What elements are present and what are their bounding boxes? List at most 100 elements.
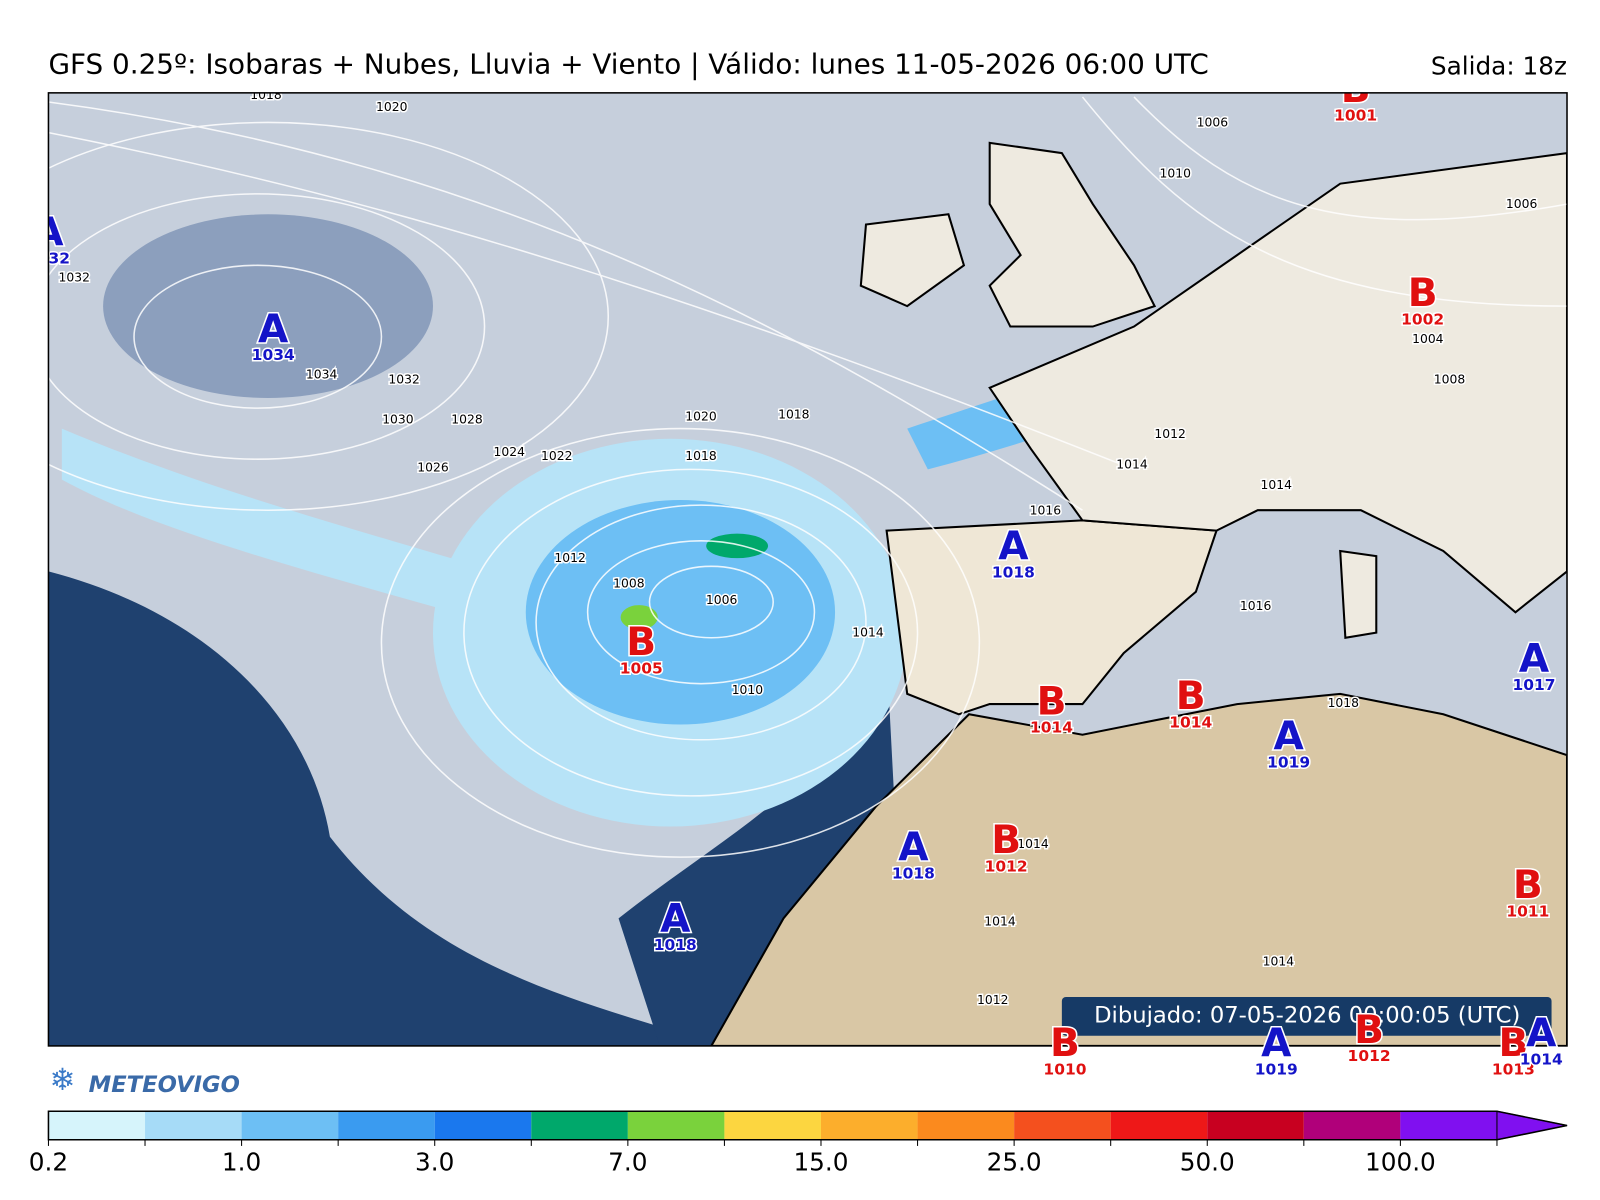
colorbar: 0.2 1.0 3.0 7.0 15.0 25.0 50.0 100.0 (29, 1110, 1568, 1177)
center-letter: A (1261, 1021, 1291, 1066)
center-letter: B (1037, 679, 1067, 724)
center-value: 1017 (1513, 676, 1556, 694)
isobar-label: 1014 (1261, 478, 1293, 492)
isobar-label: 1022 (541, 449, 572, 463)
land-ireland (859, 213, 966, 308)
isobar-label: 1012 (977, 993, 1008, 1007)
center-value: 1018 (654, 936, 697, 954)
isobar-label: 1020 (685, 409, 716, 423)
center-letter: B (991, 818, 1021, 863)
isobar-label: 1012 (554, 551, 585, 565)
colorbar-swatch (1014, 1111, 1111, 1140)
center-letter: B (1408, 271, 1438, 316)
center-letter: B (1341, 67, 1371, 112)
isobar-label: 1024 (494, 445, 526, 459)
cloud (103, 214, 433, 398)
rain-core (706, 533, 769, 559)
center-letter: B (626, 620, 656, 665)
colorbar-label: 25.0 (987, 1148, 1042, 1177)
isobar-label: 1010 (1160, 167, 1191, 181)
isobar-label: 1014 (852, 626, 884, 640)
rain-area (525, 500, 836, 725)
isobars (48, 96, 1568, 858)
center-letter: B (1498, 1021, 1528, 1066)
center-value: 1010 (1043, 1061, 1086, 1079)
land-africa (710, 692, 1568, 1046)
isobar-label: 1032 (388, 373, 419, 387)
run-time: Salida: 18z (1431, 52, 1567, 81)
center-value: 1018 (892, 865, 935, 883)
isobar-label: 1018 (1328, 696, 1359, 710)
isobar-label: 1006 (1506, 197, 1538, 211)
colorbar-label: 15.0 (793, 1148, 848, 1177)
isobar-label: 1016 (1240, 599, 1272, 613)
isobar-label: 1012 (1154, 427, 1185, 441)
colorbar-swatch (1303, 1111, 1401, 1140)
center-value: 1012 (1348, 1047, 1391, 1065)
colorbar-label: 100.0 (1365, 1148, 1436, 1177)
drawn-stamp: Dibujado: 07-05-2026 00:00:05 (UTC) (1094, 1003, 1520, 1029)
isobar-label: 1030 (382, 413, 413, 427)
colorbar-label: 1.0 (222, 1148, 261, 1177)
center-value: 1034 (252, 346, 295, 364)
title: GFS 0.25º: Isobaras + Nubes, Lluvia + Vi… (48, 48, 1208, 81)
isobar-label: 1008 (613, 577, 644, 591)
colorbar-label: 7.0 (608, 1148, 647, 1177)
isobar-label: 1018 (778, 407, 809, 421)
center-letter: A (898, 825, 928, 870)
center-letter: B (1050, 1021, 1080, 1066)
center-letter: B (1513, 863, 1543, 908)
center-letter: A (1519, 637, 1549, 682)
colorbar-swatch (145, 1111, 242, 1140)
land-islands (1339, 549, 1378, 639)
isobar-label: 1018 (250, 88, 281, 102)
isobar-label: 1032 (58, 271, 89, 285)
map: 1018 1020 1032 1034 1032 1030 1028 1026 1024 1022… (33, 67, 1568, 1046)
center-value: 1019 (1267, 753, 1310, 771)
center-value: 1014 (1030, 719, 1073, 737)
center-value: 1018 (992, 564, 1035, 582)
isobar-label: 1020 (376, 100, 407, 114)
map-frame (47, 92, 1568, 1047)
colorbar-swatch (627, 1111, 725, 1140)
center-value: 1014 (1520, 1050, 1563, 1068)
center-letter: A (1273, 714, 1303, 759)
center-letter: B (1176, 674, 1206, 719)
center-value: 1012 (985, 858, 1028, 876)
center-letter: A (33, 210, 63, 255)
center-letter: A (660, 897, 690, 942)
colorbar-swatch (48, 1111, 146, 1140)
cloud-band (61, 428, 495, 613)
colorbar-extend (1496, 1110, 1568, 1141)
colorbar-label: 50.0 (1180, 1148, 1235, 1177)
center-value: 1005 (620, 660, 663, 678)
center-letter: B (1354, 1008, 1384, 1053)
isobar-label: 1026 (417, 460, 449, 474)
isobar-label: 1010 (732, 683, 763, 697)
isobar-label: 1018 (685, 449, 716, 463)
center-value: 1002 (1401, 311, 1444, 329)
isobar-label: 1008 (1434, 373, 1465, 387)
isobar-label: 1006 (706, 593, 738, 607)
colorbar-swatch (820, 1111, 918, 1140)
colorbar-swatch (1110, 1111, 1208, 1140)
colorbar-swatch (241, 1111, 339, 1140)
colorbar-swatch (917, 1111, 1015, 1140)
center-value: 1014 (1169, 714, 1212, 732)
isobar-label: 1028 (451, 413, 482, 427)
isobar-label: 1014 (984, 915, 1016, 929)
isobar-label: 1014 (1116, 457, 1148, 471)
land-europe (988, 152, 1568, 614)
logo: METEOVIGO (89, 1072, 240, 1098)
colorbar-swatch (338, 1111, 435, 1140)
isobar-label: 1034 (306, 368, 338, 382)
center-letter: A (998, 524, 1028, 569)
colorbar-swatch (434, 1111, 532, 1140)
isobar-label: 1014 (1017, 837, 1049, 851)
logo-icon: ❄ (49, 1062, 75, 1098)
isobar-label: 1016 (1030, 503, 1062, 517)
colorbar-swatch (1207, 1111, 1304, 1140)
colorbar-swatch (724, 1111, 821, 1140)
colorbar-swatch (1400, 1111, 1497, 1140)
center-letter: A (258, 307, 288, 352)
